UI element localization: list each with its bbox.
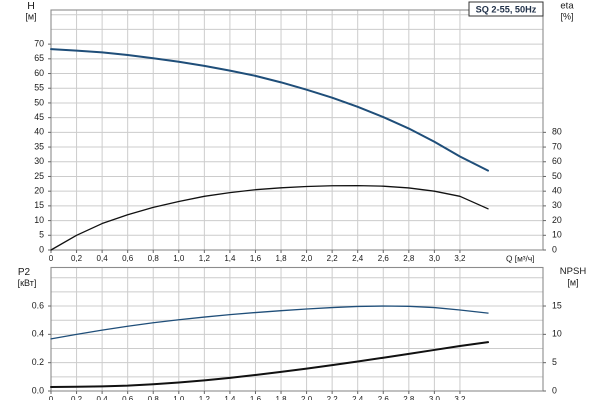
- svg-text:5: 5: [552, 357, 557, 367]
- svg-text:70: 70: [552, 141, 562, 151]
- svg-text:0: 0: [49, 395, 54, 400]
- svg-text:1,6: 1,6: [250, 254, 262, 263]
- svg-text:5: 5: [39, 230, 44, 240]
- svg-text:2,6: 2,6: [378, 395, 390, 400]
- svg-text:10: 10: [552, 230, 562, 240]
- svg-text:0,6: 0,6: [122, 254, 134, 263]
- svg-text:3,2: 3,2: [454, 254, 466, 263]
- svg-text:3,0: 3,0: [429, 395, 441, 400]
- svg-text:[м]: [м]: [567, 277, 578, 287]
- svg-text:0,8: 0,8: [148, 254, 160, 263]
- svg-text:50: 50: [552, 171, 562, 181]
- svg-text:15: 15: [552, 300, 562, 310]
- svg-text:0: 0: [49, 254, 54, 263]
- svg-text:H: H: [27, 0, 35, 12]
- svg-text:10: 10: [34, 215, 44, 225]
- svg-text:eta: eta: [560, 1, 574, 12]
- svg-text:50: 50: [34, 97, 44, 107]
- svg-text:SQ 2-55, 50Hz: SQ 2-55, 50Hz: [476, 4, 537, 14]
- svg-text:2,0: 2,0: [301, 395, 313, 400]
- svg-text:10: 10: [552, 329, 562, 339]
- svg-text:1,8: 1,8: [275, 395, 287, 400]
- svg-text:2,2: 2,2: [327, 254, 339, 263]
- svg-text:0,6: 0,6: [122, 395, 134, 400]
- svg-text:55: 55: [34, 83, 44, 93]
- svg-text:2,4: 2,4: [352, 395, 364, 400]
- svg-text:[м]: [м]: [25, 11, 36, 21]
- svg-text:0,8: 0,8: [148, 395, 160, 400]
- svg-text:15: 15: [34, 200, 44, 210]
- svg-text:0: 0: [552, 385, 557, 395]
- svg-text:20: 20: [552, 215, 562, 225]
- svg-text:40: 40: [552, 186, 562, 196]
- svg-text:0,2: 0,2: [71, 395, 83, 400]
- svg-text:2,8: 2,8: [403, 395, 415, 400]
- svg-text:3,2: 3,2: [454, 395, 466, 400]
- svg-text:30: 30: [552, 200, 562, 210]
- svg-text:20: 20: [34, 186, 44, 196]
- svg-text:P2: P2: [18, 267, 31, 278]
- svg-text:30: 30: [34, 156, 44, 166]
- svg-text:1,6: 1,6: [250, 395, 262, 400]
- svg-text:40: 40: [34, 127, 44, 137]
- svg-text:0.4: 0.4: [32, 329, 44, 339]
- svg-text:1,0: 1,0: [173, 254, 185, 263]
- svg-text:2,0: 2,0: [301, 254, 313, 263]
- svg-text:25: 25: [34, 171, 44, 181]
- svg-text:0.6: 0.6: [32, 300, 44, 310]
- svg-text:0.0: 0.0: [32, 385, 44, 395]
- svg-text:2,8: 2,8: [403, 254, 415, 263]
- svg-text:[кВт]: [кВт]: [18, 278, 37, 288]
- svg-text:65: 65: [34, 53, 44, 63]
- svg-text:70: 70: [34, 38, 44, 48]
- svg-text:1,4: 1,4: [224, 395, 236, 400]
- svg-text:[%]: [%]: [560, 11, 573, 21]
- svg-text:60: 60: [552, 156, 562, 166]
- svg-text:0,4: 0,4: [97, 254, 109, 263]
- svg-text:45: 45: [34, 112, 44, 122]
- svg-text:2,2: 2,2: [327, 395, 339, 400]
- svg-text:0,2: 0,2: [71, 254, 83, 263]
- svg-text:0: 0: [552, 244, 557, 254]
- svg-text:1,2: 1,2: [199, 254, 211, 263]
- svg-text:NPSH: NPSH: [560, 266, 587, 277]
- svg-text:60: 60: [34, 68, 44, 78]
- svg-text:Q [м³/ч]: Q [м³/ч]: [506, 254, 534, 264]
- svg-text:1,0: 1,0: [173, 395, 185, 400]
- svg-text:2,4: 2,4: [352, 254, 364, 263]
- svg-text:0.2: 0.2: [32, 357, 44, 367]
- svg-text:1,8: 1,8: [275, 254, 287, 263]
- svg-text:1,4: 1,4: [224, 254, 236, 263]
- svg-text:1,2: 1,2: [199, 395, 211, 400]
- svg-text:80: 80: [552, 127, 562, 137]
- svg-text:35: 35: [34, 141, 44, 151]
- svg-text:0: 0: [39, 244, 44, 254]
- svg-text:0,4: 0,4: [97, 395, 109, 400]
- svg-text:2,6: 2,6: [378, 254, 390, 263]
- svg-text:3,0: 3,0: [429, 254, 441, 263]
